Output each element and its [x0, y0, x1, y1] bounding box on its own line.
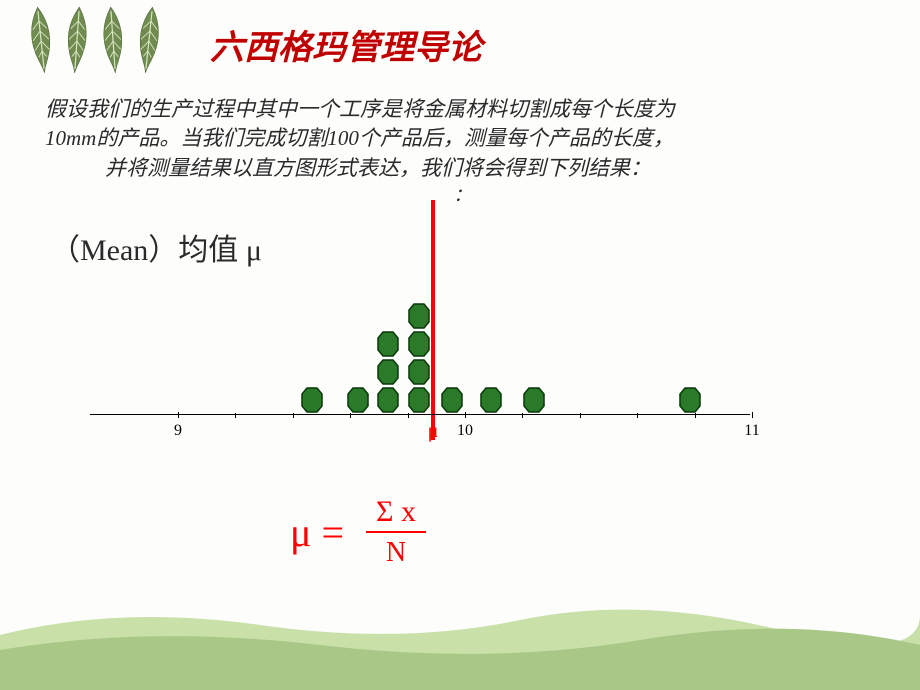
data-point	[377, 387, 399, 413]
data-point	[480, 387, 502, 413]
mu-axis-label: μ	[428, 420, 439, 443]
leaf-decoration	[25, 5, 165, 75]
formula-fraction: Σ x N	[362, 495, 430, 569]
axis-tick-label: 10	[457, 422, 473, 440]
data-point	[301, 387, 323, 413]
x-axis	[90, 414, 750, 415]
formula-numerator: Σ x	[362, 495, 430, 531]
data-point	[377, 359, 399, 385]
axis-minor-tick	[235, 413, 236, 418]
axis-minor-tick	[580, 413, 581, 418]
data-point	[408, 359, 430, 385]
body-text: 假设我们的生产过程中其中一个工序是将金属材料切割成每个长度为 10mm的产品。当…	[45, 95, 880, 208]
axis-minor-tick	[522, 413, 523, 418]
axis-tick	[465, 412, 466, 418]
formula-denominator: N	[366, 531, 426, 569]
data-point	[377, 331, 399, 357]
data-point	[523, 387, 545, 413]
axis-tick-label: 11	[744, 422, 759, 440]
leaf-icon	[133, 5, 165, 75]
leaf-icon	[25, 5, 57, 75]
dotplot-chart: 91011 μ	[90, 295, 750, 445]
mean-formula: μ = Σ x N	[290, 495, 430, 569]
body-colon: ：	[45, 183, 880, 208]
subtitle-mean: （Mean）均值 μ	[50, 225, 262, 269]
subtitle-prefix: （Mean）均值	[50, 234, 246, 267]
formula-lhs: μ =	[290, 509, 344, 556]
slide-title: 六西格玛管理导论	[210, 20, 482, 69]
data-point	[408, 303, 430, 329]
leaf-icon	[97, 5, 129, 75]
axis-tick	[752, 412, 753, 418]
axis-minor-tick	[293, 413, 294, 418]
slide: 六西格玛管理导论 假设我们的生产过程中其中一个工序是将金属材料切割成每个长度为 …	[0, 0, 920, 690]
body-line-2: 10mm的产品。当我们完成切割100个产品后，测量每个产品的长度，	[45, 124, 880, 153]
data-point	[408, 387, 430, 413]
body-line-3: 并将测量结果以直方图形式表达，我们将会得到下列结果：	[45, 154, 880, 183]
leaf-icon	[61, 5, 93, 75]
axis-minor-tick	[350, 413, 351, 418]
grass-footer	[0, 595, 920, 690]
axis-minor-tick	[408, 413, 409, 418]
axis-tick	[178, 412, 179, 418]
data-point	[679, 387, 701, 413]
data-point	[347, 387, 369, 413]
data-point	[408, 331, 430, 357]
axis-tick-label: 9	[174, 422, 182, 440]
axis-minor-tick	[695, 413, 696, 418]
data-point	[441, 387, 463, 413]
axis-minor-tick	[637, 413, 638, 418]
body-line-1: 假设我们的生产过程中其中一个工序是将金属材料切割成每个长度为	[45, 95, 880, 124]
mu-symbol: μ	[246, 234, 262, 267]
